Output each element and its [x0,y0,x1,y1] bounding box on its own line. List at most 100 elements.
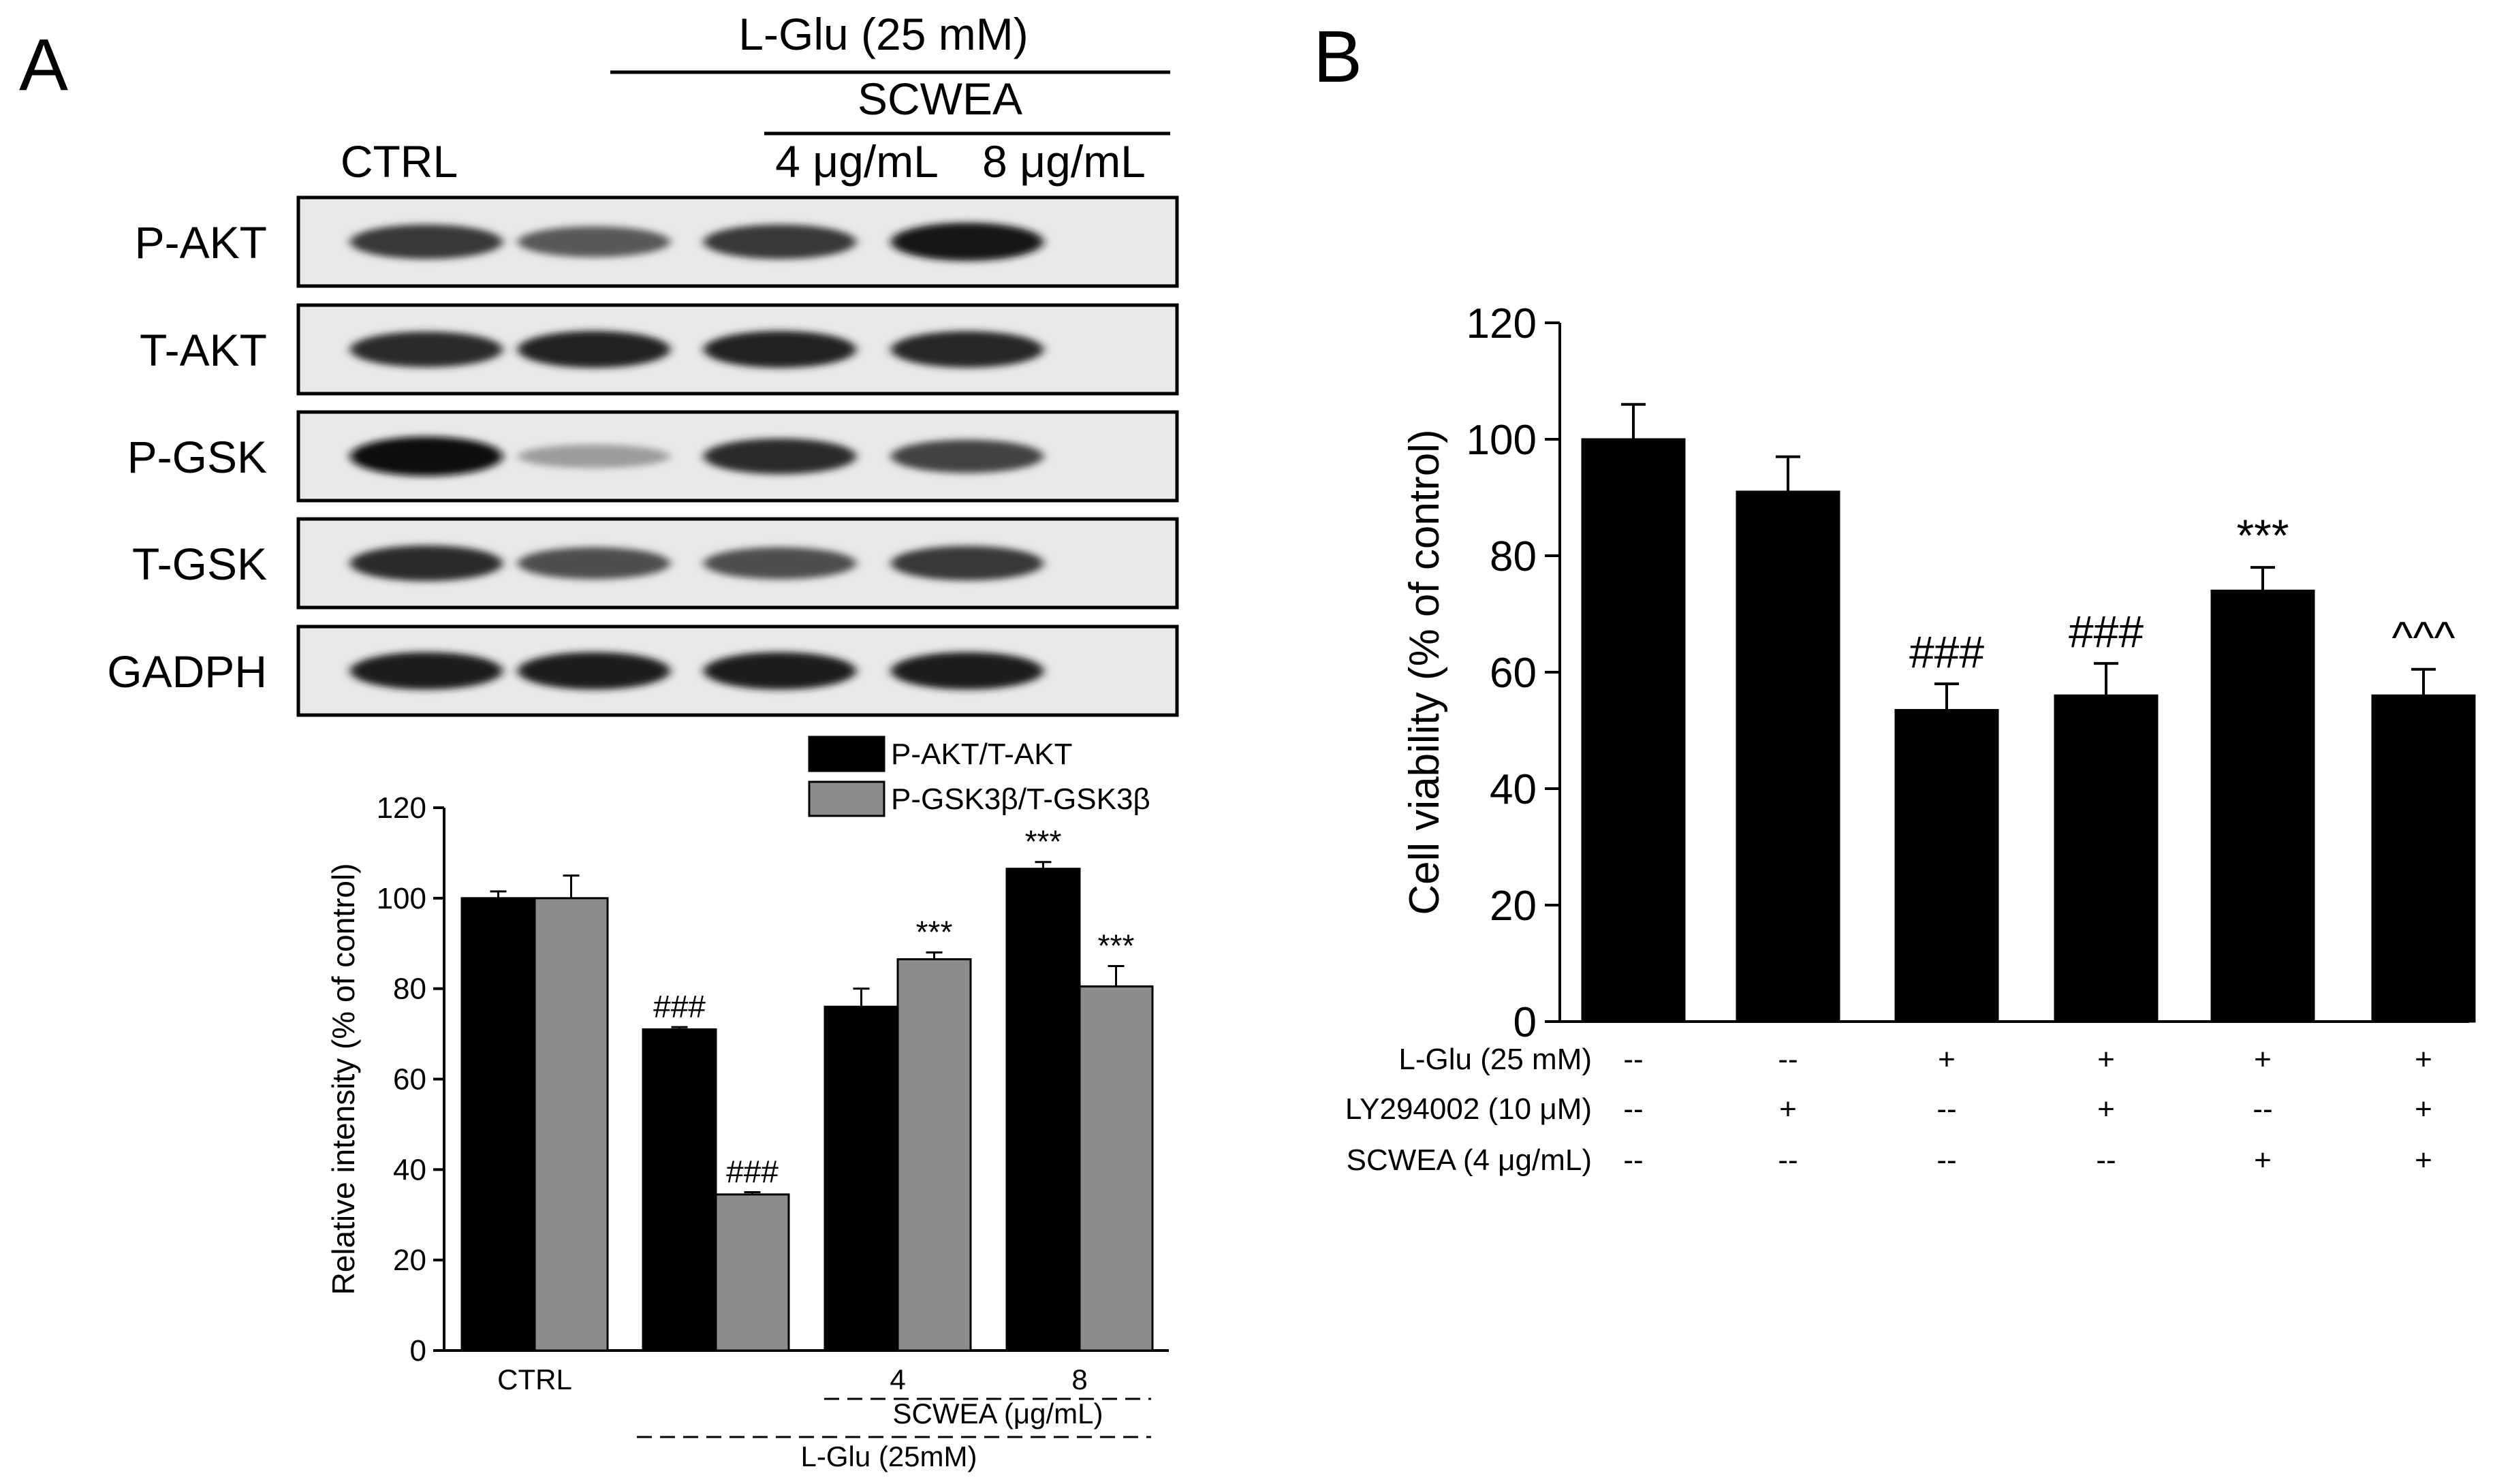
condition-row-label: SCWEA (4 μg/mL) [1347,1143,1592,1177]
blot-band [704,330,856,368]
bar [1078,985,1154,1352]
bar [642,1028,717,1352]
chart-cell-viability: 0 20 40 60 80 100 120 Cell viability (% of cont… [1345,300,2476,1177]
significance-label: ### [726,1154,779,1190]
condition-cell: + [2415,1143,2432,1177]
condition-cell: -- [1623,1043,1643,1076]
y-tick-label: 20 [1490,883,1537,930]
condition-row-label: LY294002 (10 μM) [1345,1092,1592,1126]
condition-cell: + [2415,1092,2432,1126]
significance-label: *** [1025,824,1062,859]
bar [2054,694,2159,1023]
y-tick-label: 0 [1513,999,1537,1046]
y-tick-label: 40 [1490,766,1537,813]
blot-row: GADPH [107,625,1179,717]
legend: P-AKT/T-AKT P-GSK3β/T-GSK3β [808,736,1150,817]
y-tick-label: 80 [1490,533,1537,580]
blot-band [518,652,670,690]
blot-row: P-AKT [135,195,1179,288]
condition-cell: + [2254,1043,2272,1076]
bar [1581,438,1686,1023]
significance-label: ^^^ [2392,612,2456,663]
blot-row: P-GSK [127,410,1179,503]
blot-row-label: P-GSK [127,432,267,482]
blot-band [891,652,1044,690]
legend-swatch [808,736,885,772]
blot-row-label: T-AKT [140,325,267,375]
blot-row: T-AKT [140,303,1179,396]
x-category-label: CTRL [497,1363,572,1395]
significance-label: *** [2236,510,2289,561]
bar [896,958,972,1352]
extract-label: SCWEA [858,74,1022,124]
bar [1894,709,1999,1023]
blot-band [518,330,670,368]
condition-cell: + [2097,1092,2115,1126]
high-dose-lane-label: 8 μg/mL [982,136,1146,187]
blot-band [350,224,503,259]
condition-cell: + [2415,1043,2432,1076]
blot-band [891,546,1044,581]
panel-label-b: B [1313,15,1362,97]
bar [715,1193,790,1352]
bar [533,897,609,1352]
condition-row-label: L-Glu (25 mM) [1398,1043,1592,1076]
significance-label: ### [2069,606,2144,657]
blot-band [518,547,670,580]
condition-cell: -- [1936,1092,1956,1126]
ctrl-lane-label: CTRL [341,136,458,187]
bar [2371,694,2476,1023]
significance-label: ### [653,989,706,1024]
bar [823,1005,899,1352]
low-dose-lane-label: 4 μg/mL [775,136,939,187]
western-blot: P-AKT T-AKT P-GSK T-GSK GADPH [107,195,1179,717]
significance-label: *** [1098,928,1135,963]
condition-cell: + [2254,1143,2272,1177]
y-axis-label: Cell viability (% of control) [1401,429,1448,915]
blot-row: T-GSK [132,517,1179,610]
condition-cell: + [1779,1092,1797,1126]
blot-band [350,437,503,476]
y-axis-label: Relative intensity (% of control) [326,863,361,1295]
x-category-label: 8 [1071,1363,1087,1395]
blot-row-label: T-GSK [132,539,267,589]
y-tick-label: 80 [393,973,426,1006]
legend-label: P-GSK3β/T-GSK3β [891,783,1150,816]
scwea-bracket-label: SCWEA (μg/mL) [893,1398,1103,1430]
bar [1005,868,1081,1352]
legend-label: P-AKT/T-AKT [891,738,1072,771]
condition-cell: -- [1778,1043,1798,1076]
blot-band [704,224,856,259]
condition-cell: + [1938,1043,1956,1076]
condition-cell: -- [1623,1143,1643,1177]
y-tick-label: 100 [1466,417,1537,464]
lglu-bracket-label: L-Glu (25mM) [800,1440,977,1472]
condition-cell: -- [2096,1143,2116,1177]
blot-band [891,439,1044,473]
condition-cell: -- [1778,1143,1798,1177]
condition-cell: -- [2253,1092,2272,1126]
blot-band [518,226,670,257]
blot-row-label: GADPH [107,646,267,697]
condition-cell: + [2097,1043,2115,1076]
blot-band [891,331,1044,368]
treatment-label: L-Glu (25 mM) [738,9,1028,59]
condition-cell: -- [1623,1092,1643,1126]
blot-band [350,652,503,690]
bar [460,897,536,1352]
y-tick-label: 100 [377,882,426,915]
y-tick-label: 40 [393,1153,426,1186]
legend-swatch [808,780,885,817]
blot-row-label: P-AKT [135,217,267,268]
blot-band [518,444,670,469]
blot-band [891,222,1044,262]
y-tick-label: 60 [1490,650,1537,697]
significance-label: ### [1909,627,1984,677]
y-tick-label: 60 [393,1063,426,1096]
bar [1736,490,1840,1023]
blot-band [704,547,856,580]
bar [2210,589,2315,1023]
significance-label: *** [916,915,953,950]
blot-band [350,545,503,582]
